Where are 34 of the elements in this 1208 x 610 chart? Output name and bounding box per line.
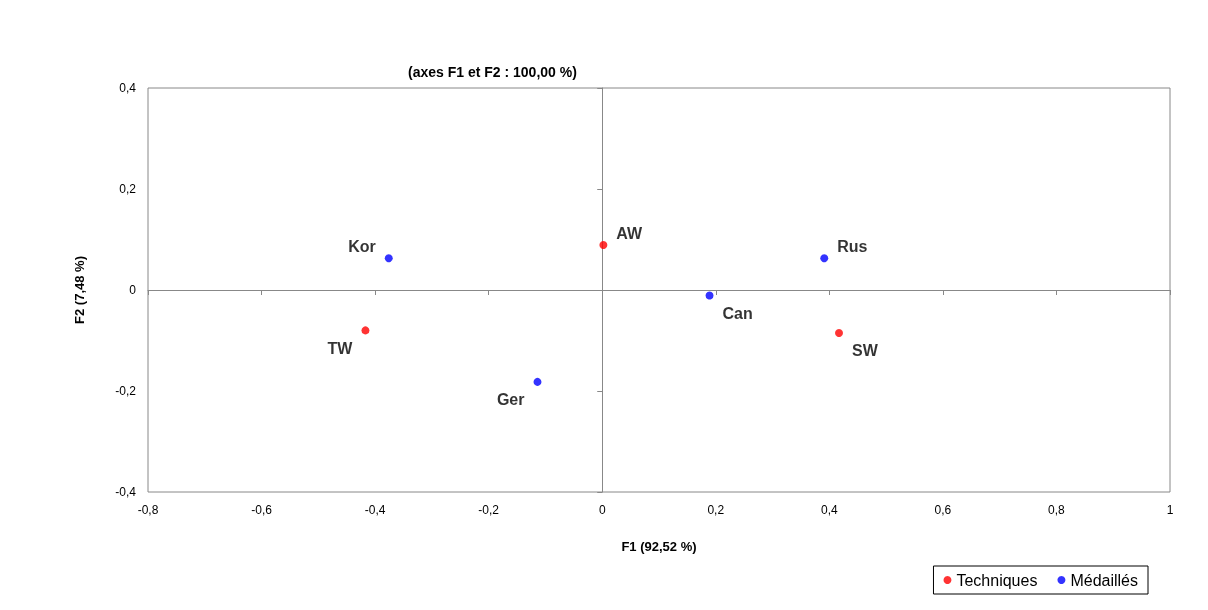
- y-tick-label: -0,4: [115, 485, 137, 499]
- x-tick-label: 0: [598, 503, 606, 517]
- x-tick-label: 0,8: [1048, 503, 1066, 517]
- chart-title: (axes F1 et F2 : 100,00 %): [408, 64, 577, 80]
- y-tick-label: 0,2: [119, 182, 137, 196]
- y-tick-label: -0,2: [115, 384, 137, 398]
- point: [533, 377, 542, 386]
- annotation: AW: [616, 224, 644, 242]
- legend-label: Techniques: [956, 571, 1038, 589]
- x-tick-label: -0,6: [251, 503, 273, 517]
- x-tick-label: -0,4: [364, 503, 386, 517]
- point: [361, 326, 370, 335]
- x-tick-label: -0,2: [478, 503, 500, 517]
- point: [834, 328, 843, 337]
- x-tick-label: 0,4: [820, 503, 838, 517]
- y-axis-title: F2 (7,48 %): [72, 256, 87, 324]
- y-tick-label: 0: [129, 283, 137, 297]
- point: [705, 291, 714, 300]
- point: [820, 254, 829, 263]
- y-tick-label: 0,4: [119, 81, 137, 95]
- point: [599, 241, 608, 250]
- x-tick-label: 0,2: [707, 503, 725, 517]
- x-tick-label: 0,6: [934, 503, 952, 517]
- annotation: Kor: [348, 237, 376, 255]
- x-tick-label: 1: [1166, 503, 1174, 517]
- annotation: SW: [851, 342, 879, 360]
- annotation: Ger: [496, 391, 525, 409]
- annotation: Can: [722, 305, 753, 323]
- legend-label: Médaillés: [1070, 571, 1139, 589]
- annotation: TW: [327, 339, 354, 357]
- point: [384, 254, 393, 263]
- x-axis-title: F1 (92,52 %): [621, 539, 697, 554]
- x-tick-label: -0,8: [137, 503, 159, 517]
- annotation: Rus: [837, 237, 868, 255]
